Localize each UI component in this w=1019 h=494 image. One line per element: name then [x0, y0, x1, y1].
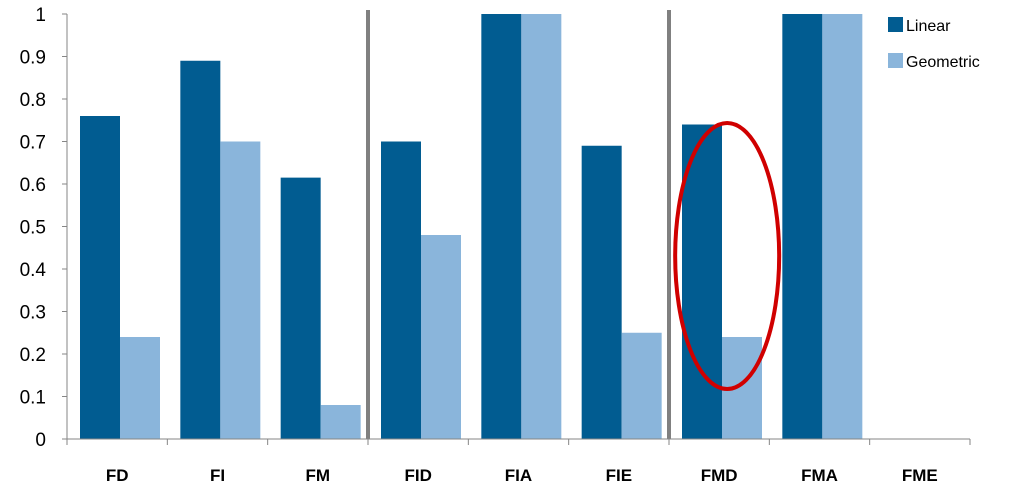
bar-linear-fie: [581, 145, 622, 439]
bar-linear-fid: [381, 141, 421, 439]
bar-linear-fi: [180, 60, 221, 439]
bar-geometric-fm: [320, 405, 361, 439]
y-tick-label: 0.1: [20, 388, 46, 409]
category-label-fma: FMA: [801, 466, 838, 485]
bar-linear-fd: [80, 116, 120, 439]
bar-geometric-fia: [521, 14, 562, 439]
category-label-fie: FIE: [606, 466, 632, 485]
category-label-fm: FM: [306, 466, 331, 485]
bar-geometric-fd: [120, 337, 160, 439]
legend-label-geometric: Geometric: [906, 54, 980, 71]
bar-linear-fm: [280, 177, 321, 439]
y-tick-label: 0.8: [20, 90, 46, 111]
y-tick-label: 0.9: [20, 48, 46, 69]
legend-label-linear: Linear: [906, 18, 951, 35]
y-tick-label: 1: [35, 5, 46, 26]
bar-geometric-fma: [822, 14, 863, 439]
category-label-fi: FI: [210, 466, 225, 485]
y-tick-label: 0.3: [20, 303, 46, 324]
category-label-fme: FME: [902, 466, 938, 485]
highlight-group: [673, 121, 782, 391]
highlight-ellipse: [673, 121, 782, 391]
y-tick-label: 0: [35, 430, 46, 451]
bars: [80, 14, 863, 439]
y-tick-label: 0.7: [20, 133, 46, 154]
bar-linear-fia: [481, 14, 522, 439]
y-tick-label: 0.4: [20, 260, 47, 281]
legend: Linear Geometric: [888, 17, 980, 71]
category-label-fd: FD: [106, 466, 129, 485]
group-separators: [366, 10, 671, 439]
y-tick-label: 0.2: [20, 345, 46, 366]
bar-geometric-fid: [421, 235, 461, 439]
legend-swatch-linear: [888, 17, 903, 32]
bar-geometric-fi: [220, 141, 261, 439]
bar-linear-fma: [782, 14, 823, 439]
bar-geometric-fie: [621, 332, 662, 439]
legend-swatch-geometric: [888, 53, 903, 68]
category-label-fmd: FMD: [701, 466, 738, 485]
category-labels: FD FI FM FID FIA FIE FMD FMA FME: [106, 466, 938, 485]
y-tick-label: 0.6: [20, 175, 46, 196]
y-tick-labels: 0 0.1 0.2 0.3 0.4 0.5 0.6 0.7 0.8 0.9 1: [20, 5, 47, 451]
axes: [62, 13, 971, 445]
category-label-fid: FID: [404, 466, 431, 485]
y-tick-label: 0.5: [20, 218, 46, 239]
category-label-fia: FIA: [505, 466, 532, 485]
